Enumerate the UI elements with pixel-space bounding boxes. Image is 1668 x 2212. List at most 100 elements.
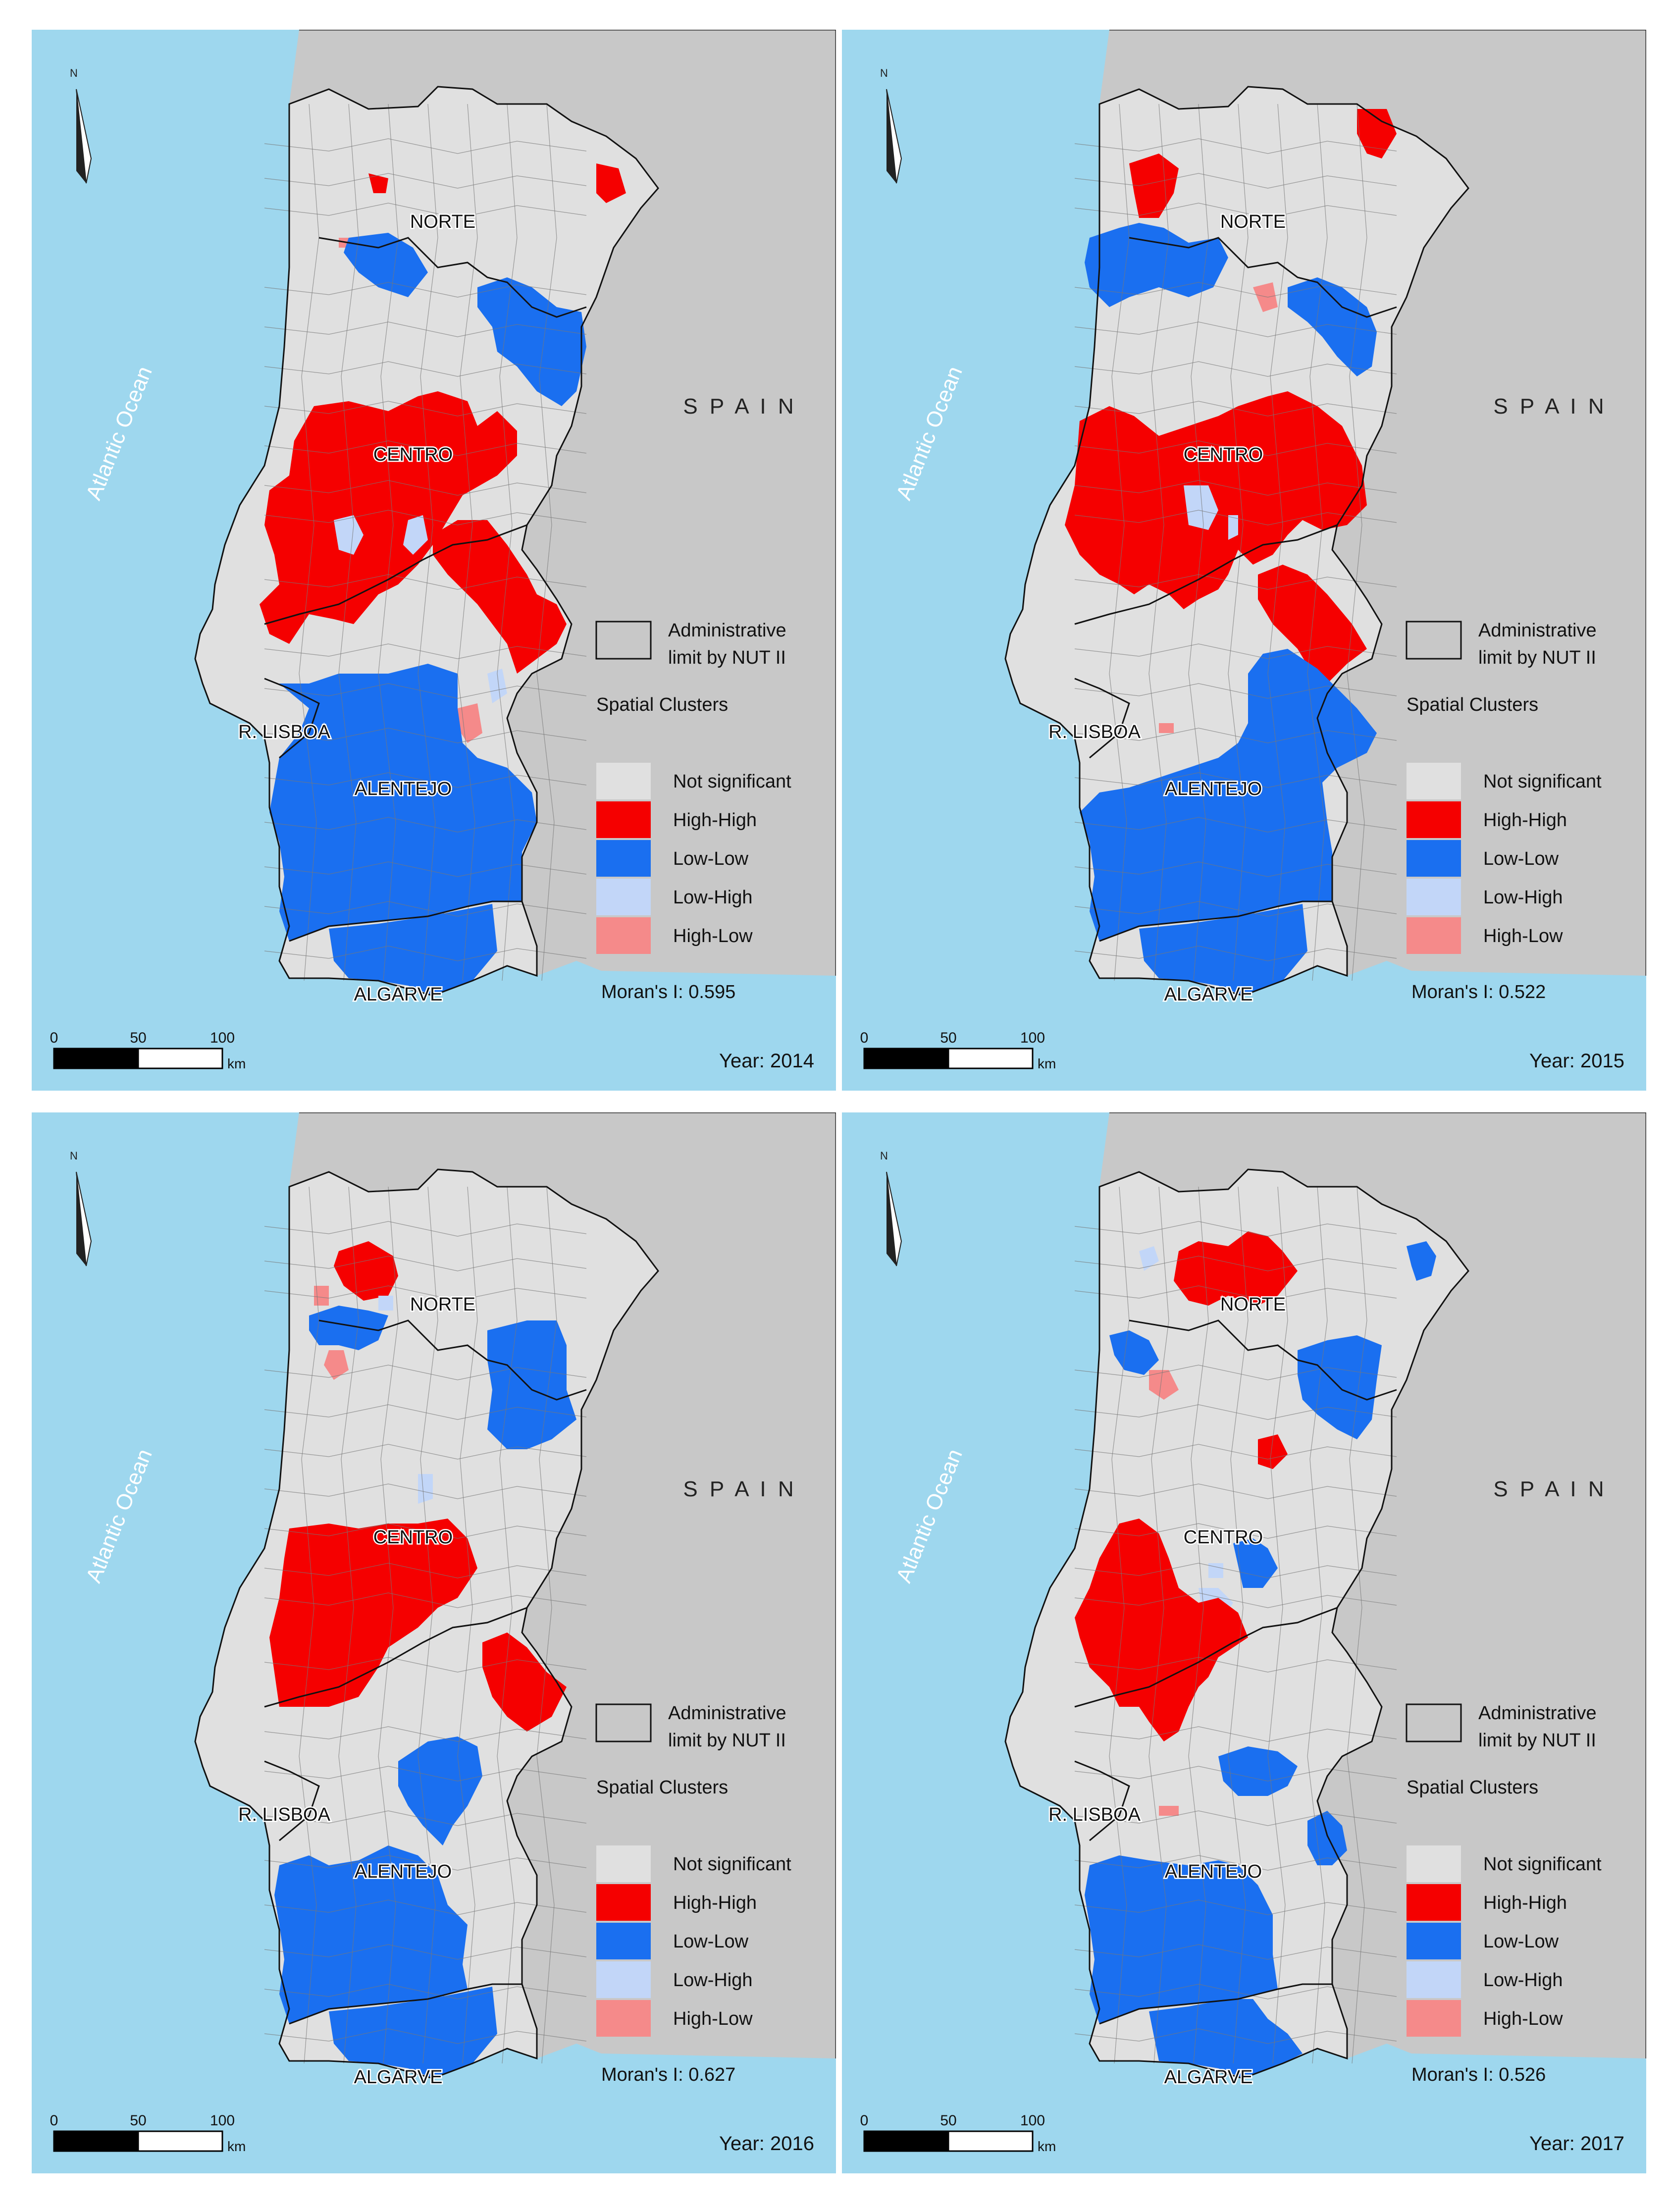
municipality-line (1074, 1592, 1397, 1608)
legend-label-1: High-High (1483, 1893, 1567, 1913)
region-label-lisboa: R. LISBOA (238, 722, 330, 742)
municipality-line (1074, 643, 1397, 659)
low-high-cluster (1228, 515, 1238, 540)
scale-unit: km (1038, 1056, 1056, 1071)
legend-title: Spatial Clusters (1407, 694, 1538, 715)
country-outline (194, 1168, 659, 2079)
municipality-line (1074, 1657, 1397, 1673)
low-low-cluster (309, 1306, 388, 1350)
morans-i-value: Moran's I: 0.522 (1411, 982, 1546, 1002)
municipality-line (264, 1563, 587, 1579)
scale-tick-0: 0 (50, 1030, 58, 1046)
municipality-line (1074, 683, 1397, 699)
legend-swatch-2 (1407, 1923, 1461, 1959)
legend-admin-line2: limit by NUT II (668, 647, 786, 668)
region-label-centro: CENTRO (1184, 444, 1263, 465)
low-low-cluster (1407, 1241, 1436, 1281)
spain-label: S P A I N (683, 394, 796, 419)
ocean (842, 1112, 1646, 2173)
low-low-cluster (1149, 1999, 1303, 2078)
year-label: Year: 2014 (719, 1050, 814, 1072)
nut-ii-boundary (318, 237, 587, 318)
map-panel-2017: N Atlantic Ocean S P A I N NORTE CENTRO R. LI… (842, 1112, 1646, 2173)
municipality-line (264, 138, 587, 154)
nut-ii-boundary (264, 1760, 320, 1842)
nut-ii-boundary (318, 1319, 587, 1401)
legend-admin-line1: Administrative (668, 1703, 786, 1724)
low-high-cluster (1208, 1563, 1223, 1578)
high-low-cluster (1159, 1806, 1179, 1816)
low-high-cluster (378, 1296, 393, 1311)
municipality-line (264, 1810, 587, 1826)
admin-limit-swatch (595, 1703, 652, 1742)
low-low-cluster (477, 277, 586, 406)
scale-tick-2: 100 (1020, 2112, 1045, 2129)
legend-label-0: Not significant (673, 771, 791, 792)
scale-tick-2: 100 (210, 2112, 235, 2129)
map-panel-2016: N Atlantic Ocean S P A I N NORTE CENTRO R. LI… (32, 1112, 836, 2173)
municipality-line (264, 440, 587, 456)
nut-ii-boundary (289, 900, 522, 942)
high-high-cluster (1258, 1434, 1288, 1469)
legend-swatch-2 (596, 840, 651, 877)
morans-i-value: Moran's I: 0.526 (1411, 2064, 1546, 2085)
high-high-cluster (1357, 109, 1397, 158)
admin-limit-swatch (1406, 1703, 1462, 1742)
municipality-line (264, 1726, 587, 1742)
region-label-algarve: ALGARVE (1164, 2067, 1253, 2088)
municipality-line (1228, 104, 1249, 981)
scale-tick-0: 0 (860, 2112, 869, 2129)
municipality-line (264, 1592, 587, 1608)
municipality-line (1074, 440, 1397, 456)
spain-label: S P A I N (1493, 394, 1607, 419)
legend-label-2: Low-Low (673, 848, 749, 869)
municipality-line (1074, 138, 1397, 154)
morans-i-value: Moran's I: 0.627 (601, 2064, 735, 2085)
legend-swatch-0 (1407, 763, 1461, 799)
region-label-lisboa: R. LISBOA (1048, 1804, 1141, 1825)
municipality-line (1347, 1186, 1367, 2064)
year-label: Year: 2015 (1529, 1050, 1624, 1072)
municipality-line (1074, 2028, 1397, 2044)
municipality-line (1267, 104, 1288, 981)
ocean (32, 30, 836, 1091)
municipality-line (1074, 1221, 1397, 1237)
legend-swatch-1 (596, 1884, 651, 1921)
municipality-line (264, 1899, 587, 1915)
low-low-cluster (487, 1320, 576, 1449)
legend-label-3: Low-High (673, 1970, 753, 1991)
municipality-line (264, 321, 587, 337)
high-high-cluster (433, 520, 567, 674)
municipality-line (264, 643, 587, 659)
legend-label-3: Low-High (1483, 887, 1563, 908)
legend-swatch-1 (1407, 801, 1461, 838)
nut-ii-boundary (264, 524, 527, 625)
municipality-line (338, 1186, 359, 2064)
nut-ii-boundary (1074, 1607, 1338, 1708)
nut-ii-boundary (1074, 1760, 1130, 1842)
region-label-centro: CENTRO (1184, 1527, 1263, 1548)
scale-tick-1: 50 (940, 2112, 956, 2129)
low-low-cluster (1233, 1538, 1278, 1588)
north-arrow-icon (886, 89, 902, 184)
legend-swatch-1 (1407, 1884, 1461, 1921)
scale-bar-white (137, 2130, 223, 2152)
admin-limit-swatch (595, 621, 652, 660)
nut-ii-boundary (1099, 900, 1332, 942)
municipality-line (1148, 104, 1169, 981)
legend-title: Spatial Clusters (596, 694, 728, 715)
legend-admin-line1: Administrative (668, 620, 786, 641)
municipality-line (1307, 1186, 1328, 2064)
legend-label-4: High-Low (673, 2008, 753, 2029)
municipality-line (1074, 946, 1397, 961)
municipality-line (264, 510, 587, 526)
municipality-line (1074, 1899, 1397, 1915)
low-low-cluster (1218, 1746, 1298, 1796)
legend-label-1: High-High (673, 810, 757, 831)
legend-swatch-4 (596, 917, 651, 954)
municipality-line (264, 1221, 587, 1237)
scale-tick-2: 100 (1020, 1030, 1045, 1046)
municipality-line (264, 861, 587, 877)
nut-ii-boundary (1074, 678, 1130, 759)
